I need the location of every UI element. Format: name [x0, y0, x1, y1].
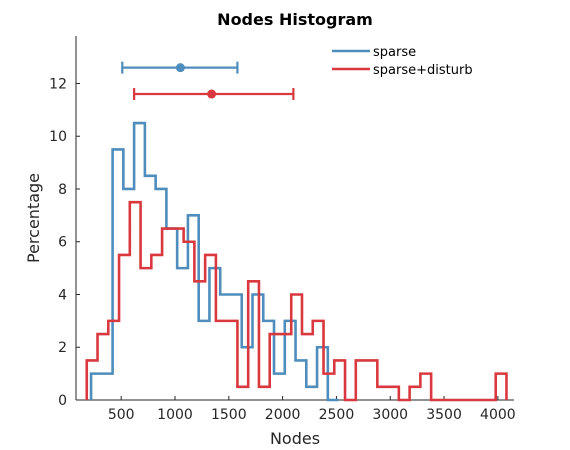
legend-label-1: sparse+disturb: [373, 63, 473, 78]
x-tick-label: 1500: [211, 407, 247, 423]
y-tick-label: 6: [58, 235, 67, 251]
y-tick-label: 4: [58, 287, 67, 303]
x-tick-label: 2000: [265, 407, 301, 423]
x-axis-ticks: 500 1000 1500 2000 2500 3000 3500 4000: [108, 396, 516, 423]
x-tick-label: 3000: [372, 407, 408, 423]
y-tick-label: 2: [58, 340, 67, 356]
x-tick-label: 3500: [426, 407, 462, 423]
y-tick-label: 10: [49, 129, 67, 145]
x-tick-label: 500: [108, 407, 135, 423]
x-tick-label: 4000: [480, 407, 516, 423]
x-tick-label: 1000: [157, 407, 193, 423]
series-layer: [85, 61, 508, 402]
y-axis-label: Percentage: [24, 173, 43, 263]
histogram-series-1: [85, 200, 508, 402]
mean-marker-0: [175, 63, 185, 73]
y-tick-label: 12: [49, 76, 67, 92]
x-tick-label: 2500: [319, 407, 355, 423]
histogram-series-0: [89, 121, 339, 402]
x-axis-label: Nodes: [270, 429, 320, 448]
mean-marker-1: [207, 89, 217, 99]
legend: sparse sparse+disturb: [332, 45, 473, 78]
y-tick-label: 8: [58, 182, 67, 198]
y-tick-label: 0: [58, 393, 67, 409]
chart-title: Nodes Histogram: [217, 10, 373, 29]
y-axis-ticks: 0 2 4 6 8 10 12: [49, 76, 80, 409]
legend-label-0: sparse: [373, 45, 416, 60]
